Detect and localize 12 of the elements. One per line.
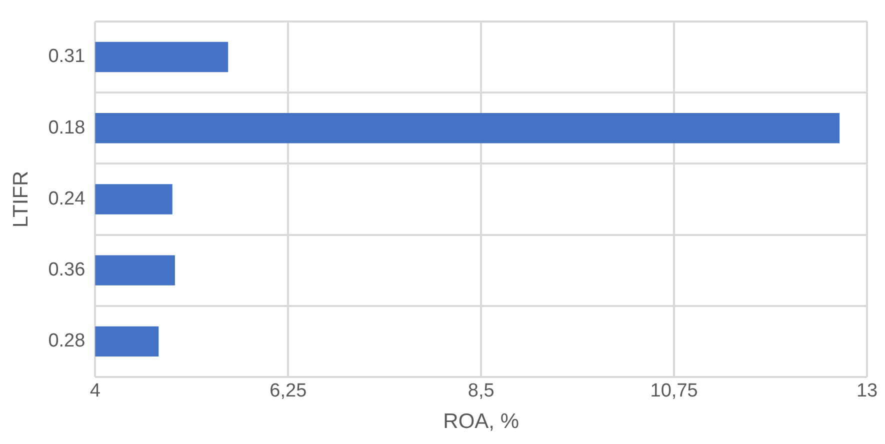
y-tick-label: 0.28	[48, 330, 86, 352]
x-tick-label: 13	[856, 380, 878, 402]
y-tick-label: 0.31	[48, 46, 86, 68]
y-tick-label: 0.36	[48, 260, 86, 281]
y-tick-label: 0.18	[48, 117, 86, 138]
y-tick-label: 0.24	[48, 188, 86, 210]
x-tick-label: 6,25	[270, 380, 307, 402]
x-tick-label: 4	[90, 380, 101, 402]
y-axis-title: LTIFR	[9, 170, 32, 228]
x-tick-label: 10,75	[650, 380, 698, 402]
x-tick-label: 8,5	[468, 380, 494, 402]
x-axis-title: ROA, %	[443, 410, 520, 434]
